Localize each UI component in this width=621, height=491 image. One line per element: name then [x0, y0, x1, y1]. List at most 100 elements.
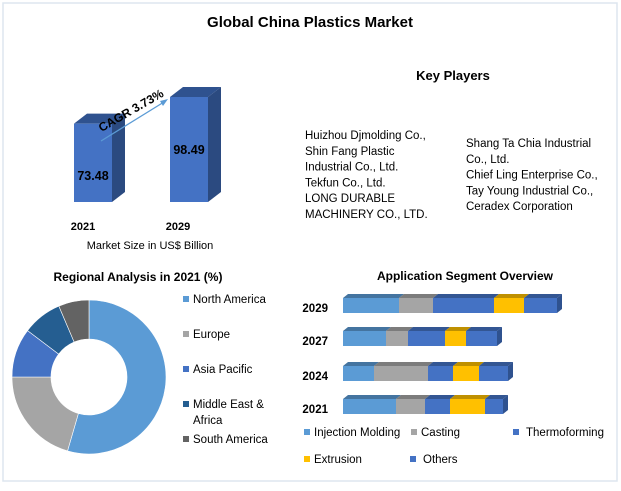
- bar-2021: [74, 123, 112, 202]
- bar-2021-injection-molding: [343, 399, 396, 414]
- key-player-line: Shin Fang Plastic: [305, 146, 395, 158]
- bar-2027-extrusion: [445, 331, 466, 346]
- bar-2029-injection-molding: [343, 298, 399, 313]
- bar-top: [485, 395, 508, 399]
- key-players-col1: Huizhou Djmolding Co., Shin Fang Plastic I…: [305, 130, 428, 221]
- y-tick-2027: 2027: [302, 336, 328, 348]
- bar-2021-casting: [396, 399, 425, 414]
- legend-swatch: [183, 296, 189, 302]
- bar-top: [428, 362, 458, 366]
- segment-title: Application Segment Overview: [377, 269, 554, 283]
- bar-top: [408, 327, 450, 331]
- bar-top: [386, 327, 413, 331]
- bar-2024-injection-molding: [343, 366, 374, 381]
- bar-side-2021: [112, 113, 125, 202]
- bar-top-2029: [170, 87, 221, 97]
- regional-legend: North America Europe Asia Pacific Middle Ea…: [183, 294, 268, 446]
- key-players-col2: Shang Ta Chia Industrial Co., Ltd. Chief L…: [466, 138, 598, 213]
- bar-top: [494, 294, 529, 298]
- bar-top: [479, 362, 513, 366]
- bar-label-2029: 98.49: [173, 143, 204, 157]
- legend-label: Africa: [193, 415, 223, 427]
- legend-swatch: [183, 366, 189, 372]
- bar-label-2021: 73.48: [77, 169, 108, 183]
- bar-2024-thermoforming: [428, 366, 453, 381]
- bar-top: [466, 327, 502, 331]
- bar-2029-extrusion: [494, 298, 524, 313]
- bar-2021-others: [485, 399, 503, 414]
- bar-2029-others: [524, 298, 557, 313]
- y-tick-2021: 2021: [302, 404, 328, 416]
- bar-2024-extrusion: [453, 366, 479, 381]
- legend-label: South America: [193, 434, 268, 446]
- legend-swatch: [304, 429, 310, 435]
- bar-top: [453, 362, 484, 366]
- legend-swatch: [183, 436, 189, 442]
- key-player-line: MACHINERY CO., LTD.: [305, 209, 428, 221]
- bar-end: [557, 294, 562, 313]
- market-size-chart: 73.48 98.49: [74, 87, 221, 202]
- donut-slice-south-america: [58, 299, 90, 343]
- key-player-line: Chief Ling Enterprise Co.,: [466, 170, 598, 182]
- legend-swatch: [513, 429, 519, 435]
- bar-top: [425, 395, 455, 399]
- bar-top: [450, 395, 490, 399]
- bar-2027-injection-molding: [343, 331, 386, 346]
- key-player-line: Tekfun Co., Ltd.: [305, 177, 386, 189]
- y-tick-2024: 2024: [302, 371, 328, 383]
- key-player-line: LONG DURABLE: [305, 193, 395, 205]
- key-player-line: Huizhou Djmolding Co.,: [305, 130, 426, 142]
- bar-top: [433, 294, 499, 298]
- bar-2024-others: [479, 366, 508, 381]
- legend-label: Asia Pacific: [193, 364, 253, 376]
- key-player-line: Tay Young Industrial Co.,: [466, 185, 593, 197]
- x-axis-label: Market Size in US$ Billion: [87, 240, 214, 252]
- x-tick-2021: 2021: [71, 221, 95, 233]
- bar-2029: [170, 97, 208, 202]
- bar-top: [445, 327, 471, 331]
- legend-label: Others: [423, 454, 458, 466]
- legend-swatch: [183, 331, 189, 337]
- bar-2029-thermoforming: [433, 298, 494, 313]
- key-player-line: Ceradex Corporation: [466, 201, 573, 213]
- key-player-line: Shang Ta Chia Industrial: [466, 138, 591, 150]
- bar-top: [343, 362, 379, 366]
- legend-label: North America: [193, 294, 266, 306]
- bar-top: [524, 294, 562, 298]
- key-player-line: Industrial Co., Ltd.: [305, 162, 398, 174]
- bar-2029-casting: [399, 298, 433, 313]
- page-title: Global China Plastics Market: [207, 14, 413, 31]
- bar-top: [374, 362, 433, 366]
- bar-top-2021: [74, 113, 125, 124]
- bar-top: [399, 294, 438, 298]
- key-players-heading: Key Players: [416, 68, 490, 83]
- regional-donut: [11, 299, 167, 455]
- bar-side-2029: [208, 87, 221, 202]
- bar-top: [343, 327, 391, 331]
- regional-title: Regional Analysis in 2021 (%): [54, 270, 223, 284]
- bar-2027-thermoforming: [408, 331, 445, 346]
- legend-label: Injection Molding: [314, 427, 400, 439]
- bar-end: [503, 395, 508, 414]
- donut-slice-north-america: [67, 299, 167, 455]
- bar-2021-thermoforming: [425, 399, 450, 414]
- cagr-arrow-head: [160, 99, 168, 106]
- legend-label: Middle East &: [193, 399, 264, 411]
- legend-label: Extrusion: [314, 454, 362, 466]
- bar-2027-others: [466, 331, 497, 346]
- legend-swatch: [411, 429, 417, 435]
- segment-legend: Injection Molding Casting Thermoforming Ext…: [304, 427, 604, 466]
- segment-chart: 2029 2027 2024 2021: [302, 294, 562, 416]
- cagr-arrow: [100, 101, 165, 142]
- x-tick-2029: 2029: [166, 221, 190, 233]
- bar-2027-casting: [386, 331, 408, 346]
- bar-end: [508, 362, 513, 381]
- bar-top: [396, 395, 430, 399]
- bar-2021-extrusion: [450, 399, 485, 414]
- bar-top: [343, 294, 404, 298]
- legend-swatch: [304, 456, 310, 462]
- frame: [2, 2, 618, 482]
- legend-label: Europe: [193, 329, 230, 341]
- legend-swatch: [410, 456, 416, 462]
